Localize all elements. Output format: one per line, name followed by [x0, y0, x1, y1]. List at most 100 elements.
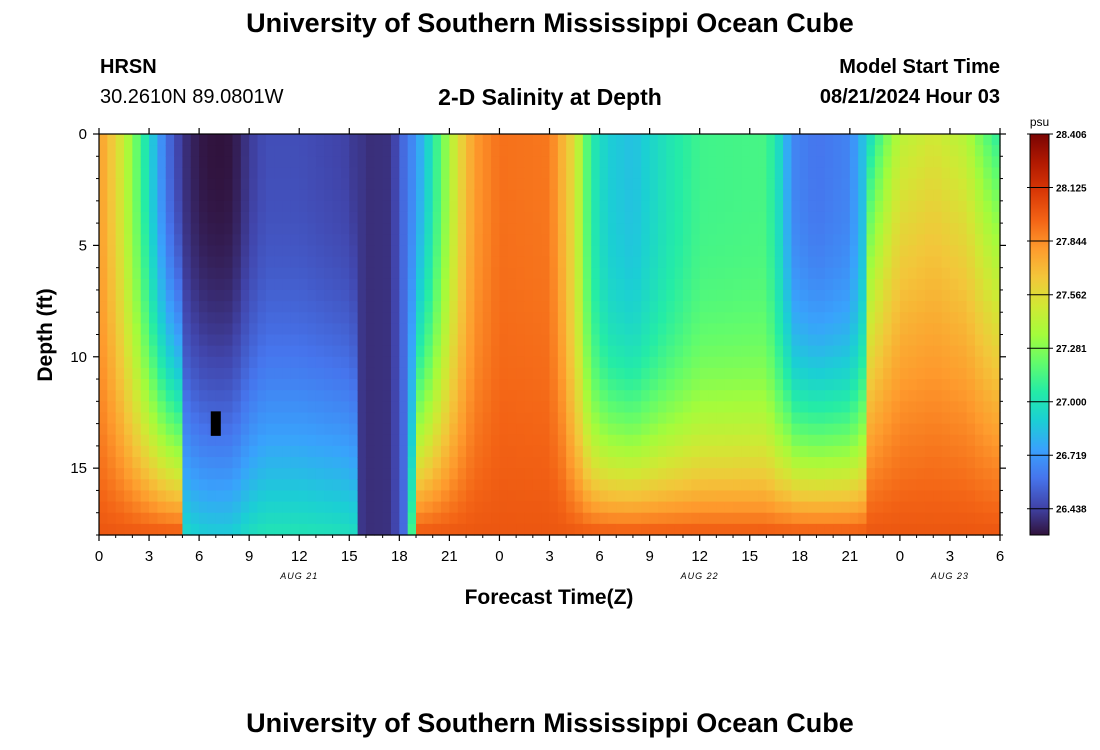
heat-cell: [682, 301, 692, 313]
heat-cell: [215, 245, 225, 258]
heat-cell: [699, 501, 709, 514]
heat-cell: [908, 345, 918, 358]
heat-cell: [140, 134, 150, 146]
heat-cell: [441, 189, 450, 202]
heat-cell: [549, 134, 559, 146]
heat-cell: [265, 423, 275, 436]
heat-cell: [724, 245, 734, 258]
heat-cell: [799, 234, 809, 246]
heat-cell: [449, 323, 459, 336]
heat-cell: [149, 156, 158, 169]
heat-cell: [716, 401, 726, 414]
heat-cell: [758, 457, 767, 469]
heat-cell: [357, 245, 367, 258]
heat-cell: [107, 423, 117, 436]
heat-cell: [466, 367, 476, 380]
heat-cell: [949, 223, 959, 235]
heat-cell: [682, 390, 692, 402]
heat-cell: [499, 423, 509, 436]
heat-cell: [783, 256, 793, 269]
heat-cell: [157, 223, 167, 235]
heat-cell: [541, 468, 551, 480]
heat-cell: [466, 234, 476, 246]
heat-cell: [574, 379, 584, 391]
heat-cell: [758, 379, 767, 391]
heat-cell: [174, 345, 184, 358]
heat-cell: [958, 434, 968, 447]
heat-cell: [949, 445, 959, 458]
heat-cell: [674, 145, 684, 157]
heat-cell: [457, 256, 467, 269]
heat-cell: [974, 200, 984, 213]
heat-cell: [791, 423, 801, 436]
heat-cell: [641, 379, 651, 391]
heat-cell: [182, 434, 192, 447]
heat-cell: [933, 356, 943, 369]
heat-cell: [549, 145, 559, 157]
heat-cell: [716, 512, 726, 525]
heat-cell: [983, 223, 993, 235]
heat-cell: [708, 211, 717, 224]
heat-cell: [174, 490, 184, 503]
heat-cell: [924, 423, 934, 436]
heat-cell: [165, 412, 175, 425]
heat-cell: [482, 301, 492, 313]
heat-cell: [274, 457, 284, 469]
heat-cell: [916, 156, 926, 169]
heat-cell: [966, 234, 976, 246]
heat-cell: [466, 178, 476, 191]
heat-cell: [591, 278, 601, 291]
heat-cell: [107, 156, 117, 169]
heat-cell: [265, 334, 275, 347]
heat-cell: [682, 379, 692, 391]
heat-cell: [332, 145, 342, 157]
heat-cell: [282, 423, 292, 436]
heat-cell: [949, 267, 959, 280]
heat-cell: [507, 323, 517, 336]
heat-cell: [516, 401, 526, 414]
heat-cell: [449, 134, 459, 146]
heat-cell: [966, 412, 976, 425]
heat-cell: [507, 156, 517, 169]
heat-cell: [657, 457, 667, 469]
heat-cell: [874, 445, 884, 458]
heat-cell: [315, 301, 325, 313]
heat-cell: [290, 468, 300, 480]
heat-cell: [224, 289, 234, 302]
heat-cell: [591, 401, 601, 414]
heat-cell: [824, 367, 834, 380]
heat-cell: [382, 512, 392, 525]
heat-cell: [157, 479, 167, 492]
heat-cell: [416, 301, 425, 313]
heat-cell: [682, 445, 692, 458]
heat-cell: [199, 490, 209, 503]
heat-cell: [708, 256, 717, 269]
heat-cell: [224, 245, 234, 258]
heat-cell: [866, 167, 876, 180]
heat-cell: [582, 200, 592, 213]
heat-cell: [432, 434, 442, 447]
heat-cell: [691, 434, 701, 447]
heat-cell: [682, 189, 692, 202]
heat-cell: [766, 134, 776, 146]
heat-cell: [949, 278, 959, 291]
heat-cell: [916, 267, 926, 280]
heat-cell: [916, 301, 926, 313]
heat-cell: [424, 134, 434, 146]
heat-cell: [132, 145, 142, 157]
heat-cell: [849, 256, 859, 269]
heat-cell: [833, 289, 843, 302]
heat-cell: [799, 156, 809, 169]
heat-cell: [616, 479, 626, 492]
heat-cell: [849, 323, 859, 336]
heat-cell: [949, 312, 959, 324]
heat-cell: [682, 223, 692, 235]
heat-cell: [491, 301, 501, 313]
heat-cell: [657, 468, 667, 480]
heat-cell: [466, 356, 476, 369]
heat-cell: [749, 512, 759, 525]
heat-cell: [157, 301, 167, 313]
heat-cell: [741, 445, 751, 458]
heat-cell: [407, 200, 417, 213]
